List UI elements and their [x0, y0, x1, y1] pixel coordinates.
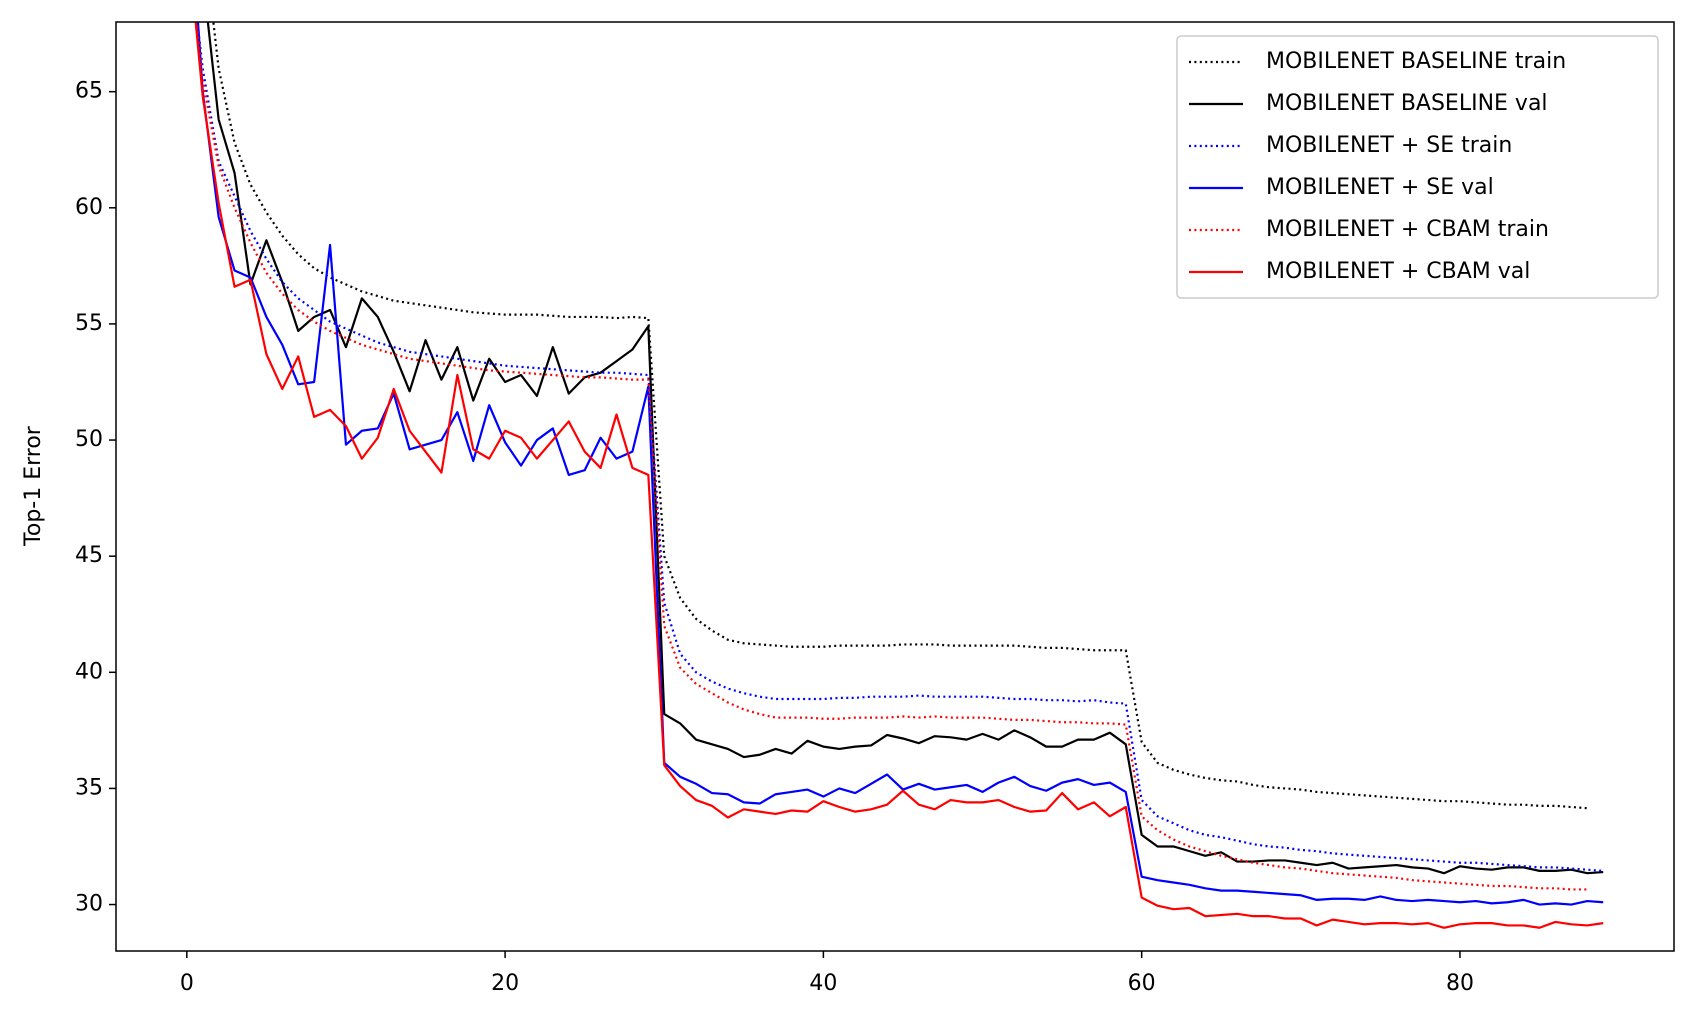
legend-label: MOBILENET + SE val: [1266, 175, 1494, 200]
plot-lines: [194, 22, 1604, 929]
x-tick-label: 80: [1446, 971, 1474, 996]
y-axis-label: Top-1 Error: [21, 425, 46, 547]
series-line: [194, 22, 1604, 929]
x-tick-label: 40: [809, 971, 837, 996]
y-tick-label: 55: [75, 311, 103, 336]
legend-label: MOBILENET + CBAM train: [1266, 217, 1549, 242]
y-tick-label: 35: [75, 775, 103, 800]
y-tick-label: 30: [75, 892, 103, 917]
x-tick-label: 20: [491, 971, 519, 996]
plot-frame: [115, 21, 1675, 952]
y-tick-label: 60: [75, 195, 103, 220]
legend-label: MOBILENET BASELINE val: [1266, 91, 1548, 116]
legend-label: MOBILENET + SE train: [1266, 133, 1512, 158]
legend-label: MOBILENET BASELINE train: [1266, 49, 1566, 74]
x-tick-label: 0: [180, 971, 194, 996]
series-line: [196, 22, 1604, 906]
y-tick-label: 50: [75, 427, 103, 452]
series-line: [206, 22, 1604, 875]
y-tick-label: 45: [75, 543, 103, 568]
y-tick-label: 40: [75, 659, 103, 684]
series-line: [196, 22, 1604, 872]
series-line: [195, 22, 1588, 891]
x-tick-label: 60: [1128, 971, 1156, 996]
legend-box: [1176, 35, 1659, 299]
series-line: [212, 22, 1588, 810]
y-tick-label: 65: [75, 79, 103, 104]
legend-label: MOBILENET + CBAM val: [1266, 259, 1530, 284]
